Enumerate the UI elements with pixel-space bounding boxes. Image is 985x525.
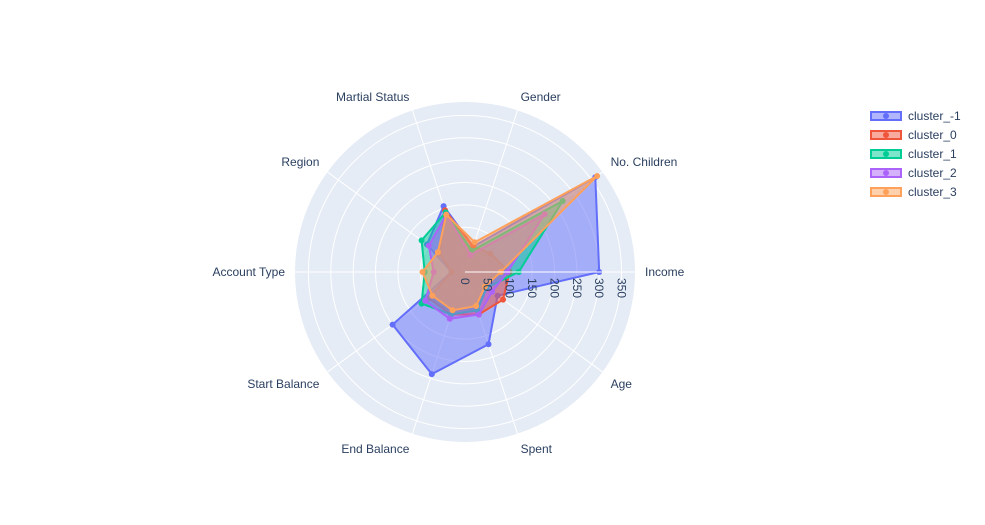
data-point — [422, 297, 429, 304]
series-layer — [389, 173, 603, 378]
legend-label: cluster_0 — [908, 127, 957, 142]
data-point — [481, 283, 488, 290]
axis-label: Income — [645, 265, 685, 279]
data-point — [429, 292, 436, 299]
data-point — [446, 315, 453, 322]
radial-ticks: 0 50 100 150 200 250 300 350 — [458, 271, 635, 298]
legend-label: cluster_3 — [908, 184, 957, 199]
radial-tick-label: 250 — [570, 278, 584, 298]
axis-label: Region — [281, 155, 319, 169]
axis-label: Start Balance — [247, 377, 319, 391]
data-point — [443, 211, 450, 218]
axis-label: Gender — [521, 90, 561, 104]
axis-label: End Balance — [341, 442, 409, 456]
legend-item[interactable]: cluster_3 — [870, 182, 961, 201]
legend-swatch — [870, 148, 902, 159]
series-cluster_3 — [419, 173, 601, 314]
data-point — [489, 288, 496, 295]
axis-label: Age — [611, 377, 633, 391]
legend-swatch — [870, 110, 902, 121]
legend-item[interactable]: cluster_-1 — [870, 106, 961, 125]
radial-tick-label: 200 — [548, 278, 562, 298]
data-point — [389, 321, 396, 328]
legend-label: cluster_-1 — [908, 108, 961, 123]
axis-labels: Income No. Children Gender Martial Status Re… — [213, 90, 685, 456]
radial-tick-label: 50 — [480, 278, 494, 292]
legend-swatch — [870, 167, 902, 178]
axis-label: Spent — [521, 442, 553, 456]
legend-item[interactable]: cluster_1 — [870, 144, 961, 163]
axis-label: Account Type — [213, 265, 286, 279]
data-point — [471, 239, 478, 246]
data-point — [449, 307, 456, 314]
data-point — [473, 303, 480, 309]
radial-tick-label: 350 — [615, 278, 629, 298]
data-point — [434, 249, 441, 256]
legend-item[interactable]: cluster_2 — [870, 163, 961, 182]
legend-swatch — [870, 186, 902, 197]
axis-label: No. Children — [611, 155, 678, 169]
radial-tick-label: 0 — [458, 278, 472, 285]
radial-tick-label: 300 — [592, 278, 606, 298]
data-point — [419, 269, 426, 275]
data-point — [425, 242, 432, 249]
legend-label: cluster_2 — [908, 165, 957, 180]
legend-item[interactable]: cluster_0 — [870, 125, 961, 144]
legend-swatch — [870, 129, 902, 140]
data-point — [418, 237, 425, 244]
axis-label: Martial Status — [336, 90, 409, 104]
data-point — [475, 311, 482, 318]
radial-tick-label: 150 — [525, 278, 539, 298]
data-point — [594, 173, 601, 179]
legend-label: cluster_1 — [908, 146, 957, 161]
data-point — [500, 296, 506, 303]
data-point — [428, 371, 435, 378]
radial-tick-label: 100 — [503, 278, 517, 298]
data-point — [485, 341, 492, 348]
